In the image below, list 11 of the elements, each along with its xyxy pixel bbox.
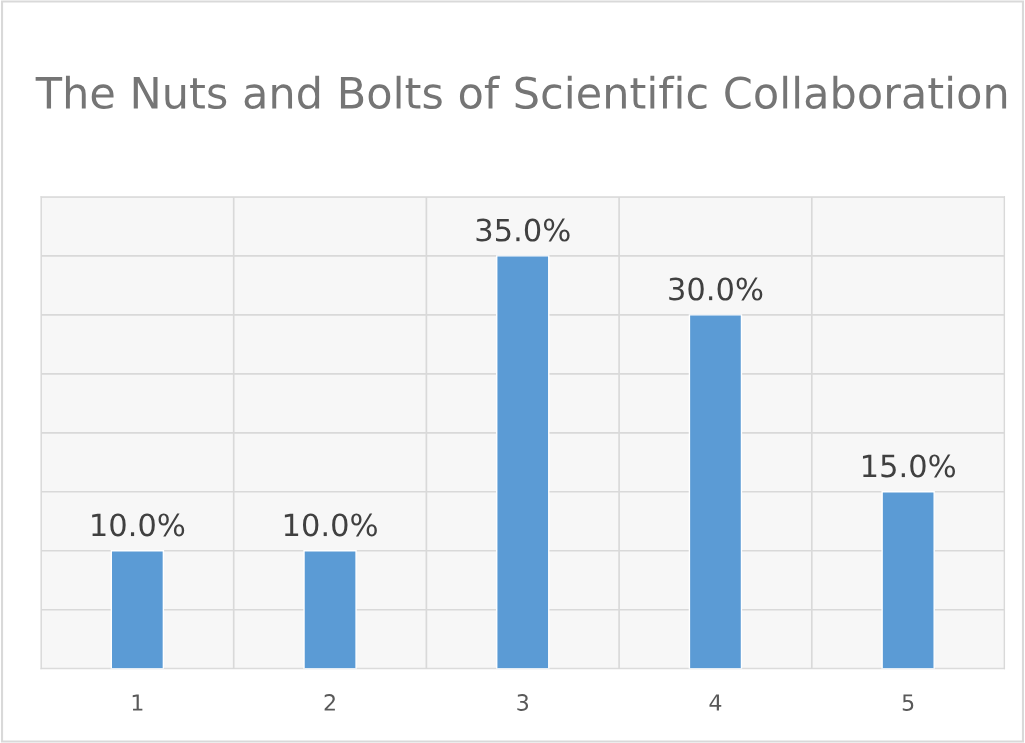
data-label: 35.0% xyxy=(476,218,570,242)
x-tick-label: 3 xyxy=(517,694,529,711)
data-label: 30.0% xyxy=(669,277,763,301)
data-label: 10.0% xyxy=(284,513,377,537)
x-tick-label: 5 xyxy=(902,694,914,711)
x-tick-label: 2 xyxy=(324,694,335,711)
x-tick-label: 1 xyxy=(132,694,143,711)
data-label: 15.0% xyxy=(862,454,955,478)
chart-title: The Nuts and Bolts of Scientific Collaboration xyxy=(35,75,1007,110)
data-label: 10.0% xyxy=(92,513,185,537)
x-tick-label: 4 xyxy=(709,694,722,711)
